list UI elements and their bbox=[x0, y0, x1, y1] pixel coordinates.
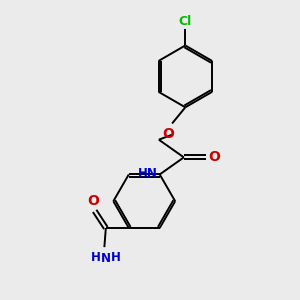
Text: O: O bbox=[163, 127, 175, 141]
Text: N: N bbox=[101, 252, 111, 266]
Text: H: H bbox=[91, 251, 101, 264]
Text: H: H bbox=[111, 251, 121, 264]
Text: Cl: Cl bbox=[179, 15, 192, 28]
Text: O: O bbox=[87, 194, 99, 208]
Text: O: O bbox=[208, 150, 220, 164]
Text: HN: HN bbox=[138, 167, 158, 180]
